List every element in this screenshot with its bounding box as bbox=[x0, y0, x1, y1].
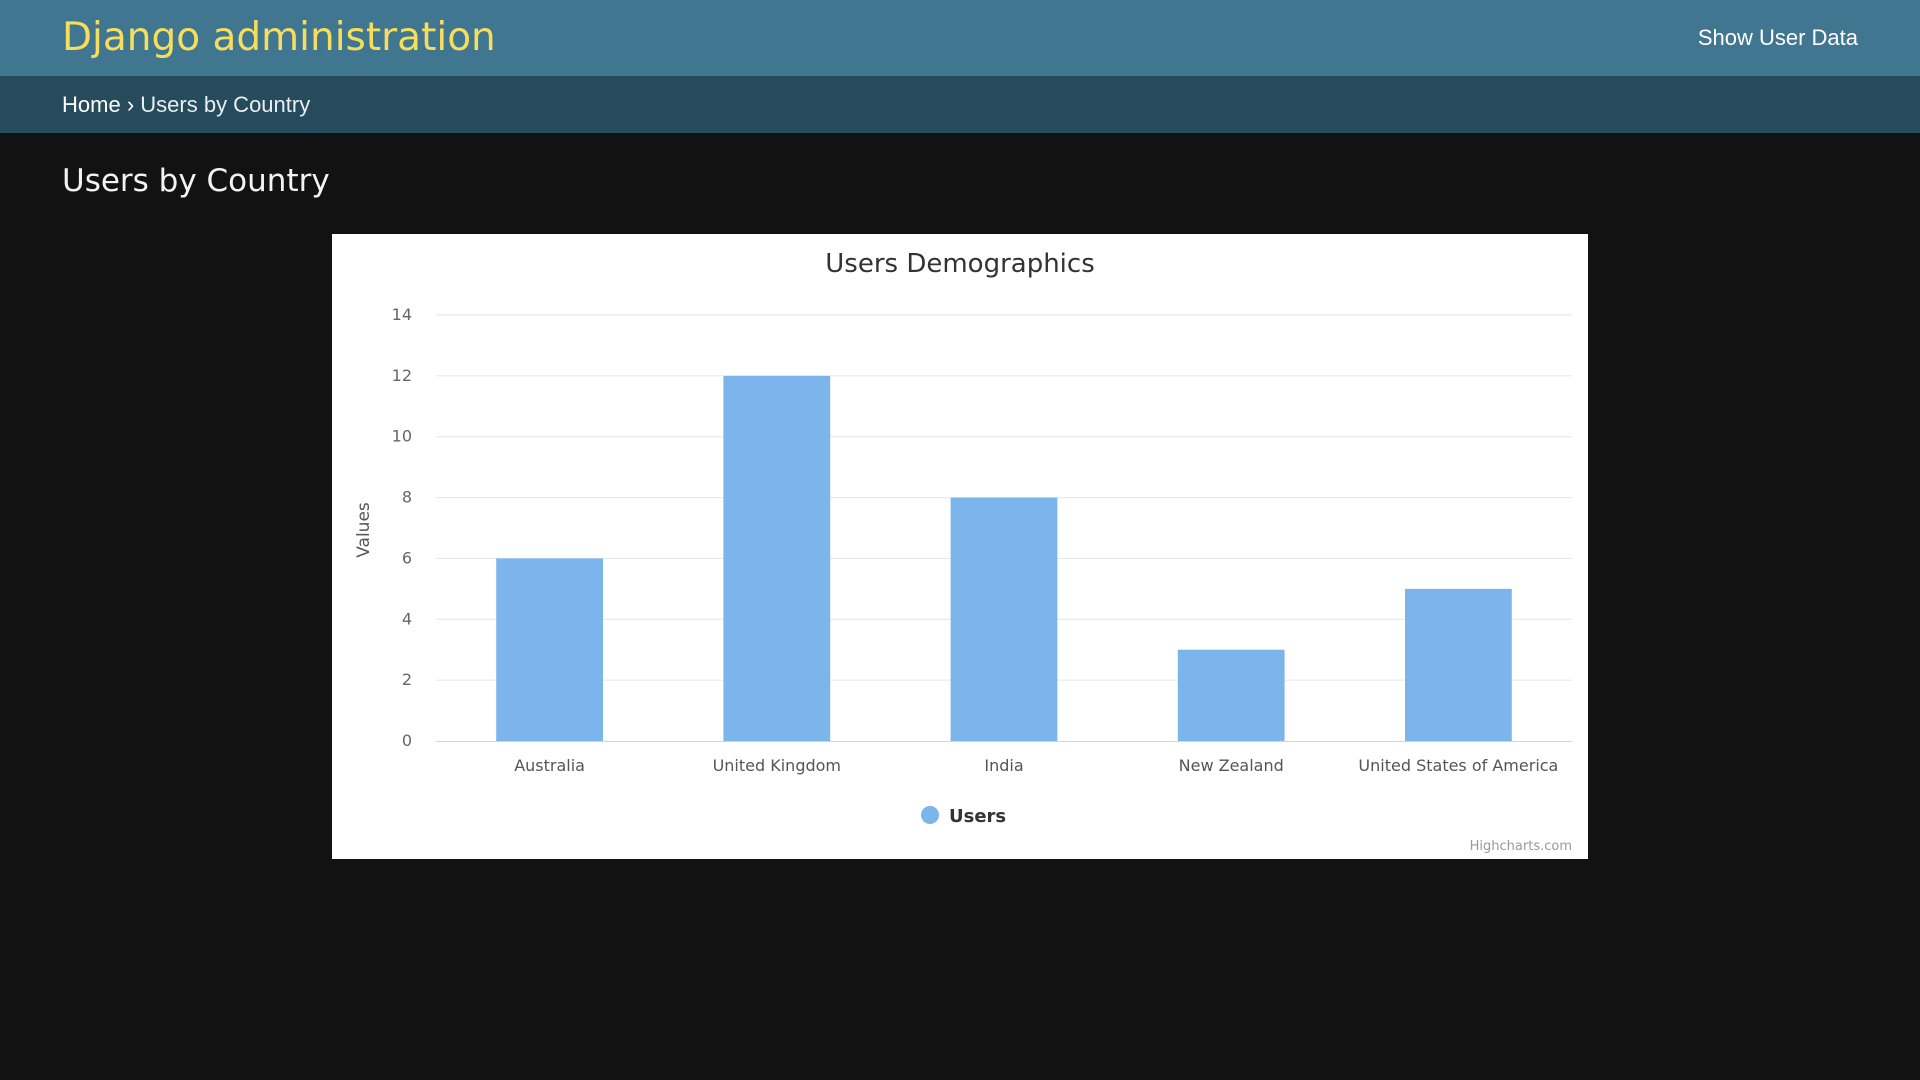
y-tick-label: 8 bbox=[402, 488, 412, 507]
x-category-label: New Zealand bbox=[1179, 756, 1284, 775]
y-tick-label: 2 bbox=[402, 670, 412, 689]
chart-legend[interactable]: Users bbox=[921, 806, 1006, 827]
y-tick-label: 4 bbox=[402, 609, 412, 628]
bar-new-zealand[interactable] bbox=[1177, 649, 1285, 741]
y-tick-label: 6 bbox=[402, 548, 412, 567]
users-chart: Users Demographics 0 2 4 6 8 10 12 14 Australia… bbox=[332, 234, 1588, 859]
y-axis-ticks: 0 2 4 6 8 10 12 14 bbox=[392, 305, 412, 750]
page-title: Users by Country bbox=[62, 163, 330, 199]
chart-title: Users Demographics bbox=[825, 249, 1095, 279]
x-axis-categories: Australia United Kingdom India New Zealand U… bbox=[514, 756, 1558, 775]
x-category-label: United Kingdom bbox=[713, 756, 841, 775]
y-axis-title: Values bbox=[354, 502, 374, 558]
y-tick-label: 0 bbox=[402, 731, 412, 750]
x-category-label: India bbox=[984, 756, 1023, 775]
header-bar: Django administration Show User Data bbox=[0, 0, 1920, 76]
y-tick-label: 12 bbox=[392, 366, 412, 385]
bar-united-states-of-america[interactable] bbox=[1405, 588, 1512, 741]
breadcrumb: Home › Users by Country bbox=[0, 76, 1920, 133]
breadcrumb-current: Users by Country bbox=[140, 92, 311, 117]
y-tick-label: 14 bbox=[392, 305, 412, 324]
breadcrumb-home-link[interactable]: Home bbox=[62, 92, 121, 117]
site-branding[interactable]: Django administration bbox=[62, 15, 496, 60]
bar-australia[interactable] bbox=[496, 558, 603, 741]
breadcrumb-separator: › bbox=[126, 92, 135, 117]
y-tick-label: 10 bbox=[392, 427, 412, 446]
x-category-label: Australia bbox=[514, 756, 585, 775]
legend-label-users[interactable]: Users bbox=[949, 806, 1006, 827]
bar-chart-svg: Users Demographics 0 2 4 6 8 10 12 14 Australia… bbox=[354, 249, 1572, 854]
legend-marker[interactable] bbox=[921, 806, 939, 824]
bar-india[interactable] bbox=[950, 497, 1058, 741]
show-user-data-link[interactable]: Show User Data bbox=[1697, 25, 1858, 50]
chart-credits[interactable]: Highcharts.com bbox=[1470, 839, 1572, 854]
chart-bars bbox=[496, 375, 1512, 741]
x-category-label: United States of America bbox=[1358, 756, 1558, 775]
bar-united-kingdom[interactable] bbox=[723, 375, 831, 741]
